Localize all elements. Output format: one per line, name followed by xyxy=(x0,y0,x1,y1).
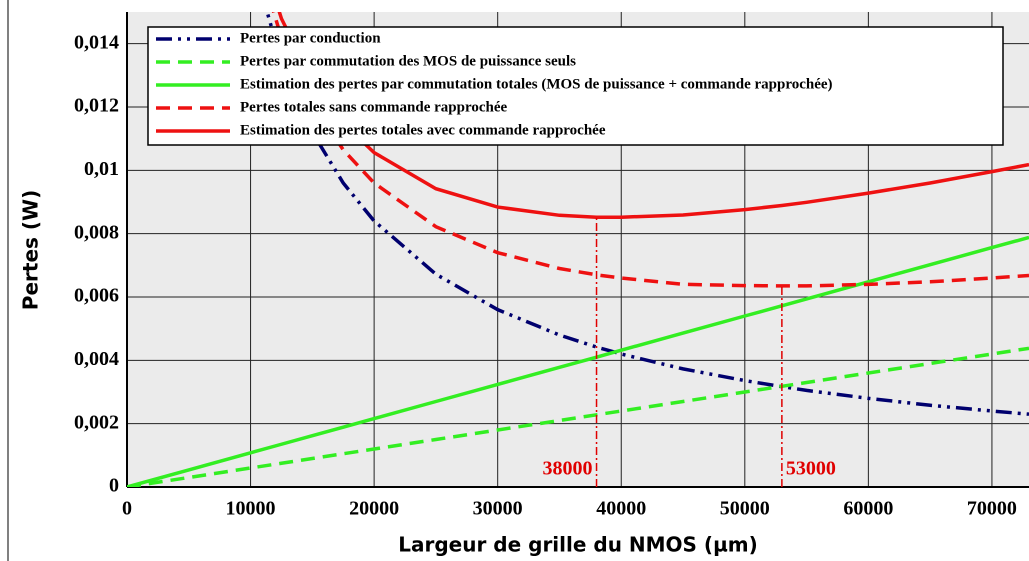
x-axis-label: Largeur de grille du NMOS (µm) xyxy=(398,533,758,557)
legend: Pertes par conduction Pertes par commutat… xyxy=(147,26,1004,146)
x-tick-label: 50000 xyxy=(720,498,770,520)
x-tick-label: 30000 xyxy=(473,498,523,520)
ticks: 0 0,002 0,004 0,006 0,008 0,01 0,012 0,014 0 1000… xyxy=(74,31,1017,519)
legend-label: Pertes totales sans commande rapprochée xyxy=(240,99,508,115)
x-tick-label: 40000 xyxy=(596,498,646,520)
annotations: 38000 53000 xyxy=(543,217,836,487)
x-tick-label: 10000 xyxy=(226,498,276,520)
series-line xyxy=(265,12,1029,416)
legend-label: Pertes par commutation des MOS de puissa… xyxy=(240,53,576,69)
legend-label: Pertes par conduction xyxy=(240,30,381,46)
x-tick-label: 0 xyxy=(122,498,132,520)
y-axis-label: Pertes (W) xyxy=(19,190,43,310)
legend-box xyxy=(147,26,1004,146)
x-tick-label: 20000 xyxy=(349,498,399,520)
legend-label: Estimation des pertes totales avec comma… xyxy=(240,122,606,138)
y-tick-label: 0,002 xyxy=(74,411,119,433)
x-tick-label: 70000 xyxy=(967,498,1017,520)
y-tick-label: 0 xyxy=(109,475,119,497)
y-tick-label: 0,004 xyxy=(74,348,119,370)
legend-label: Estimation des pertes par commutation to… xyxy=(240,76,833,92)
annotation-label: 53000 xyxy=(786,458,836,480)
series-line xyxy=(127,235,1029,487)
y-tick-label: 0,01 xyxy=(84,158,119,180)
series-line xyxy=(127,346,1029,487)
y-tick-label: 0,014 xyxy=(74,31,119,53)
y-tick-label: 0,008 xyxy=(74,221,119,243)
x-tick-label: 60000 xyxy=(843,498,893,520)
y-tick-label: 0,012 xyxy=(74,95,119,117)
annotation-label: 38000 xyxy=(543,458,593,480)
y-tick-label: 0,006 xyxy=(74,285,119,307)
